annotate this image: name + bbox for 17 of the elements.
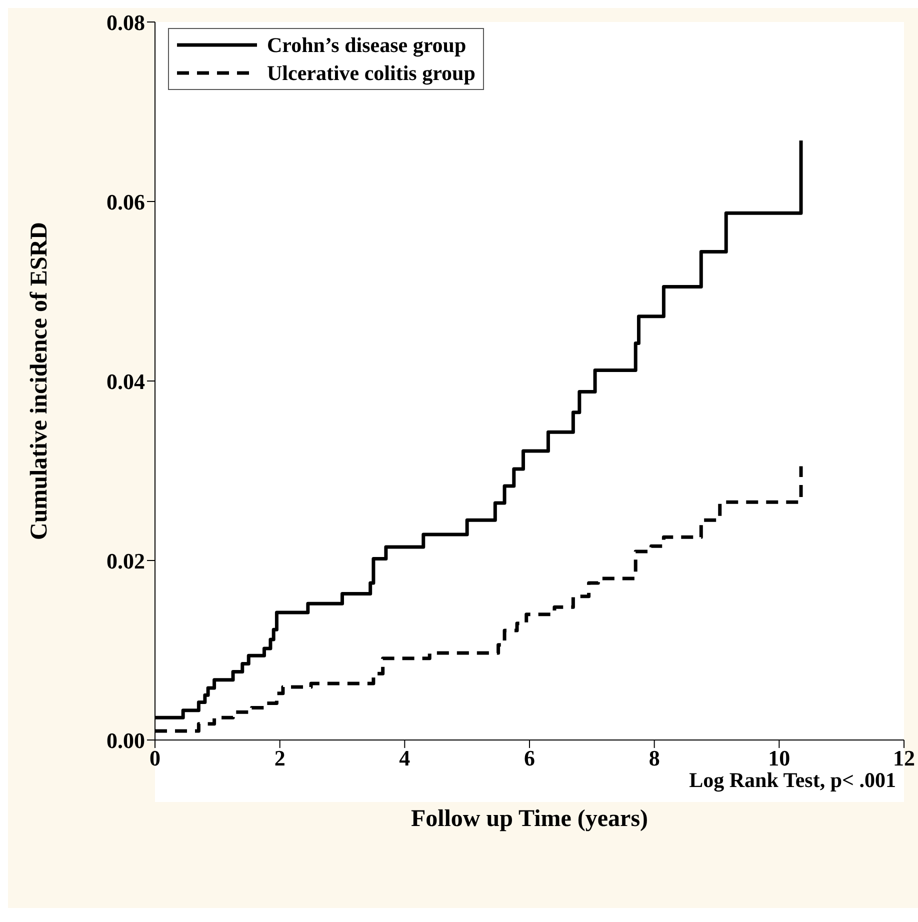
x-tick-label: 10 (768, 746, 790, 771)
y-tick-label: 0.04 (106, 368, 145, 394)
x-tick-label: 8 (648, 746, 660, 771)
x-tick-label: 2 (274, 746, 286, 771)
x-axis-title: Follow up Time (years) (410, 806, 648, 832)
y-tick-label: 0.06 (106, 189, 145, 214)
x-tick-label: 4 (399, 746, 410, 771)
x-tick-label: 0 (150, 746, 160, 771)
y-tick-label: 0.08 (106, 10, 145, 35)
x-tick-label: 6 (524, 746, 535, 771)
y-axis-title: Cumulative incidence of ESRD (26, 222, 53, 540)
y-tick-label: 0.02 (106, 548, 145, 574)
legend-label: Crohn’s disease group (267, 32, 466, 59)
text: Log Rank Test, p< .001 (689, 768, 896, 793)
y-tick-label: 0.00 (106, 728, 145, 753)
x-tick-label: 12 (893, 746, 915, 771)
legend-label: Ulcerative colitis group (267, 60, 476, 87)
